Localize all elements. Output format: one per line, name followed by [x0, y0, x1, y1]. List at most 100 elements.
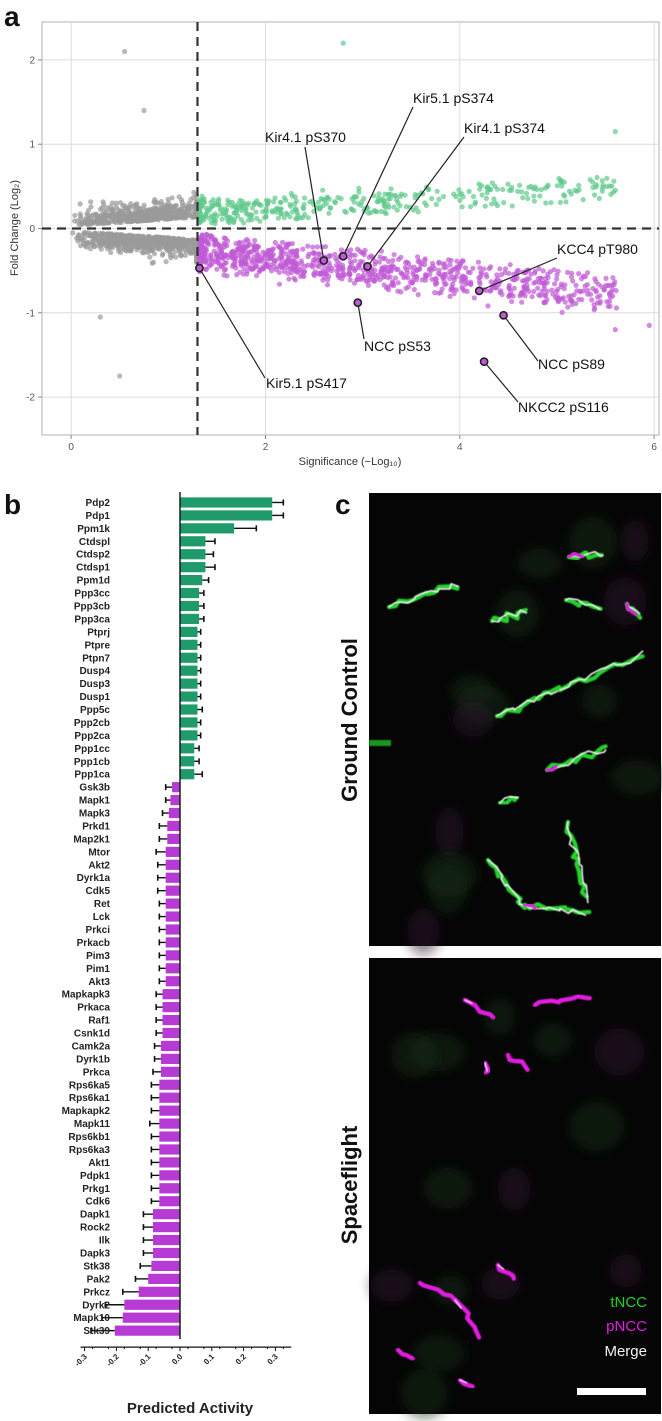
kinase-label: Camk2a — [72, 1041, 111, 1052]
volcano-thresholds — [42, 22, 659, 435]
volcano-point — [249, 266, 255, 272]
kinase-bar — [159, 1196, 180, 1207]
volcano-point — [506, 270, 512, 276]
volcano-point — [388, 282, 394, 288]
volcano-point — [140, 211, 147, 217]
volcano-point — [422, 257, 428, 263]
volcano-y-tick-label: 0 — [29, 224, 35, 235]
volcano-point — [277, 207, 283, 213]
volcano-point — [224, 238, 231, 244]
volcano-point — [206, 215, 212, 221]
volcano-point — [242, 261, 248, 267]
volcano-point — [491, 196, 497, 202]
highlight-leader-line — [483, 361, 519, 403]
volcano-point — [611, 178, 617, 184]
volcano-point — [341, 272, 348, 278]
volcano-point — [436, 259, 442, 265]
kinase-bar — [180, 704, 198, 715]
kinase-label: Ctdspl — [79, 537, 110, 548]
volcano-point — [559, 296, 565, 302]
volcano-point — [432, 290, 438, 296]
volcano-point — [570, 278, 576, 284]
volcano-point — [208, 233, 214, 239]
volcano-point — [393, 197, 400, 203]
volcano-point — [453, 287, 459, 293]
volcano-point — [568, 274, 575, 280]
volcano-point — [555, 268, 561, 274]
volcano-point — [76, 232, 82, 238]
volcano-point — [599, 178, 605, 184]
volcano-point — [152, 197, 158, 203]
volcano-point — [301, 201, 307, 208]
volcano-point — [462, 265, 468, 271]
ground-control-label: Ground Control — [337, 638, 362, 802]
volcano-point — [390, 257, 396, 264]
kinase-label: Akt1 — [88, 1158, 110, 1169]
volcano-point — [381, 282, 387, 288]
volcano-point — [440, 274, 446, 280]
kinase-bar — [160, 1066, 180, 1077]
pncc-tubule — [625, 602, 638, 617]
kinase-x-tick-label: 0.3 — [266, 1352, 281, 1367]
volcano-point — [97, 220, 103, 226]
volcano-point — [338, 247, 345, 253]
kinase-bar — [159, 1131, 180, 1142]
volcano-point — [340, 266, 346, 272]
volcano-point — [591, 192, 598, 198]
volcano-point — [229, 203, 235, 209]
merge-structure — [459, 1379, 468, 1384]
volcano-point — [327, 263, 333, 269]
kinase-bar — [165, 911, 180, 922]
kinase-label: Pim3 — [86, 951, 110, 962]
volcano-point — [254, 257, 260, 263]
volcano-point — [492, 285, 498, 291]
volcano-point — [531, 280, 537, 286]
volcano-point — [414, 274, 420, 280]
kinase-x-tick-label: -0.1 — [136, 1352, 153, 1369]
volcano-point — [254, 263, 260, 269]
volcano-point — [497, 266, 503, 272]
kinase-bar — [159, 1144, 180, 1155]
kinase-bar — [165, 872, 180, 883]
volcano-point — [209, 256, 215, 262]
volcano-point — [283, 251, 289, 257]
volcano-point — [184, 204, 190, 210]
volcano-point — [157, 234, 163, 241]
highlight-leader-line — [357, 302, 365, 340]
volcano-point — [349, 206, 355, 213]
volcano-point — [454, 258, 460, 264]
volcano-point — [126, 215, 132, 222]
volcano-point — [411, 286, 417, 293]
kinase-label: Ppp1cb — [74, 757, 110, 768]
volcano-point — [610, 286, 616, 292]
volcano-y-tick-label: -2 — [26, 393, 35, 404]
volcano-point — [478, 274, 484, 280]
volcano-point — [285, 270, 291, 276]
volcano-point — [109, 231, 115, 237]
volcano-point — [402, 192, 408, 198]
volcano-point — [252, 200, 258, 207]
volcano-point — [301, 195, 308, 201]
volcano-point — [92, 243, 98, 249]
volcano-point — [78, 213, 84, 219]
volcano-point — [147, 239, 153, 245]
pncc-tubule — [545, 764, 558, 773]
volcano-point — [161, 240, 167, 246]
volcano-point — [374, 209, 380, 215]
volcano-point — [498, 272, 505, 278]
volcano-point — [266, 247, 272, 253]
kinase-label: Ret — [94, 899, 111, 910]
volcano-point — [427, 271, 433, 277]
volcano-point — [117, 373, 123, 379]
volcano-point — [368, 253, 374, 259]
volcano-point — [466, 188, 472, 194]
volcano-point — [536, 265, 542, 272]
panel-b-letter: b — [4, 489, 21, 520]
volcano-point — [243, 210, 249, 216]
volcano-point — [122, 48, 128, 55]
volcano-point — [450, 281, 456, 287]
kinase-label: Dusp4 — [79, 666, 110, 677]
volcano-point — [576, 271, 582, 277]
volcano-point — [139, 249, 145, 255]
pncc-structure — [417, 1280, 460, 1305]
